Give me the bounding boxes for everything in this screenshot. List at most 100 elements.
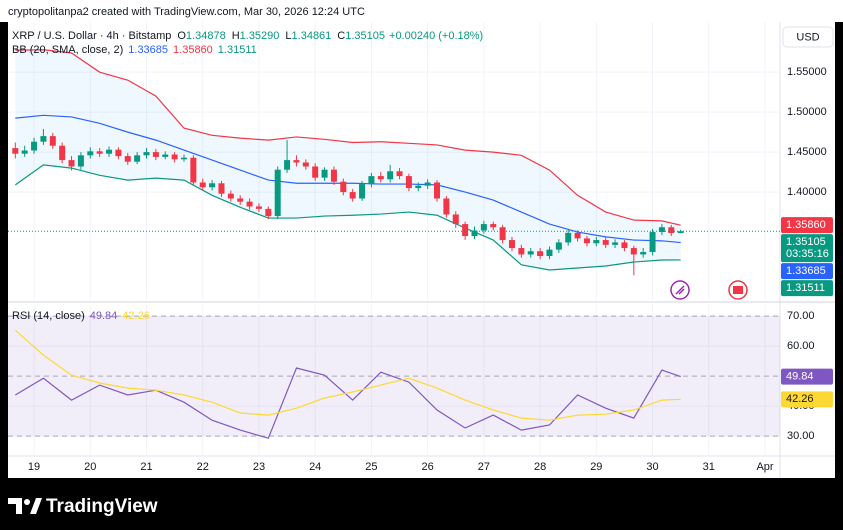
header-credit: cryptopolitanpa2 created with TradingVie… bbox=[8, 6, 365, 18]
x-tick-label: 31 bbox=[703, 461, 715, 473]
price-badge-label: 1.31511 bbox=[786, 282, 825, 294]
x-tick-label: 30 bbox=[646, 461, 658, 473]
footer: TradingView bbox=[8, 496, 158, 517]
candle-body bbox=[499, 227, 506, 241]
candle-body bbox=[143, 152, 150, 156]
footer-logo-text: TradingView bbox=[46, 496, 158, 517]
candle-body bbox=[490, 224, 497, 228]
x-tick-label: 25 bbox=[365, 461, 377, 473]
x-tick-label: 22 bbox=[197, 461, 209, 473]
candle-body bbox=[265, 208, 272, 217]
indicator-name: BB (20, SMA, close, 2) bbox=[12, 44, 123, 56]
price-badge-label: 03:35:16 bbox=[786, 248, 829, 260]
candle-body bbox=[284, 160, 291, 170]
candle-body bbox=[668, 227, 675, 234]
ohlc-value: 1.35105 bbox=[345, 30, 385, 42]
candle-body bbox=[377, 176, 384, 180]
candle-body bbox=[452, 214, 459, 225]
candle-body bbox=[321, 169, 328, 178]
candle-body bbox=[555, 242, 562, 250]
band-fill bbox=[15, 49, 681, 271]
indicator-value: 49.84 bbox=[90, 310, 118, 322]
candle-body bbox=[152, 152, 159, 157]
candle-body bbox=[640, 252, 647, 255]
candle-body bbox=[630, 248, 637, 255]
ohlc-key: C bbox=[337, 30, 345, 42]
candle-body bbox=[199, 182, 206, 188]
candle-body bbox=[12, 148, 19, 154]
candle-body bbox=[96, 151, 103, 154]
chart-area bbox=[8, 22, 835, 478]
x-tick-label: 29 bbox=[590, 461, 602, 473]
candle-body bbox=[77, 155, 84, 167]
candle-body bbox=[677, 231, 684, 234]
candle-body bbox=[162, 154, 169, 157]
legend-main: XRP / U.S. Dollar · 4h · Bitstamp O1.3487… bbox=[12, 30, 483, 42]
price-badge bbox=[781, 217, 833, 234]
change: +0.00240 (+0.18%) bbox=[389, 30, 483, 42]
indicator-value: 1.33685 bbox=[128, 44, 168, 56]
candle-body bbox=[583, 238, 590, 244]
candle-body bbox=[359, 184, 366, 199]
candle-body bbox=[546, 249, 553, 257]
candle-body bbox=[349, 192, 356, 199]
indicator-value: 1.35860 bbox=[173, 44, 213, 56]
y-tick-label: 1.55000 bbox=[787, 66, 827, 78]
candle-body bbox=[87, 151, 94, 156]
logo-mark bbox=[24, 499, 30, 505]
indicator-value: 42.26 bbox=[122, 310, 150, 322]
ohlc-key: O bbox=[177, 30, 186, 42]
rsi-badge-label: 49.84 bbox=[786, 370, 814, 382]
x-tick-label: Apr bbox=[756, 461, 773, 473]
candle-body bbox=[274, 169, 281, 217]
candle-body bbox=[237, 198, 244, 202]
candle-body bbox=[368, 176, 375, 185]
icon-glyph bbox=[733, 286, 743, 294]
y-tick-label: 1.50000 bbox=[787, 106, 827, 118]
candle-body bbox=[658, 227, 665, 233]
legend-rsi: RSI (14, close) 49.84 42.26 bbox=[12, 310, 150, 322]
candle-body bbox=[396, 171, 403, 177]
price-badge bbox=[781, 280, 833, 297]
logo-mark bbox=[30, 498, 42, 514]
y-tick-label: 60.00 bbox=[787, 340, 815, 352]
candle-body bbox=[443, 198, 450, 215]
logo-mark bbox=[8, 498, 22, 514]
indicator-value: 1.31511 bbox=[218, 44, 257, 56]
header-bar bbox=[0, 0, 843, 22]
candle-body bbox=[115, 149, 122, 157]
candle-body bbox=[106, 149, 113, 154]
price-badge bbox=[781, 234, 833, 263]
x-tick-label: 19 bbox=[28, 461, 40, 473]
price-badge-label: 1.35105 bbox=[786, 236, 826, 248]
candle-body bbox=[21, 150, 28, 154]
candle-body bbox=[190, 157, 197, 183]
candle-body bbox=[302, 162, 309, 167]
x-tick-label: 21 bbox=[140, 461, 152, 473]
candle-body bbox=[227, 193, 234, 199]
candle-body bbox=[434, 182, 441, 199]
candle-body bbox=[612, 242, 619, 245]
price-badge-label: 1.33685 bbox=[786, 265, 826, 277]
candle-body bbox=[462, 224, 469, 237]
x-tick-label: 23 bbox=[253, 461, 265, 473]
y-tick-label: 30.00 bbox=[787, 430, 815, 442]
currency-button[interactable] bbox=[782, 26, 834, 48]
candle-body bbox=[508, 240, 515, 249]
chart-icons bbox=[670, 280, 748, 300]
line-series bbox=[14, 329, 681, 421]
x-tick-label: 27 bbox=[478, 461, 490, 473]
candle-body bbox=[340, 181, 347, 193]
candle-body bbox=[649, 232, 656, 253]
candle-body bbox=[171, 154, 178, 160]
candle-body bbox=[124, 156, 131, 162]
candle-body bbox=[537, 251, 544, 257]
price-badge-label: 1.35860 bbox=[786, 219, 826, 231]
symbol-title: XRP / U.S. Dollar · 4h · Bitstamp bbox=[12, 30, 171, 42]
candle-body bbox=[518, 248, 525, 255]
candle-body bbox=[574, 232, 581, 239]
band-line bbox=[14, 164, 681, 271]
rsi-badge-label: 42.26 bbox=[786, 393, 814, 405]
candle-body bbox=[471, 230, 478, 237]
